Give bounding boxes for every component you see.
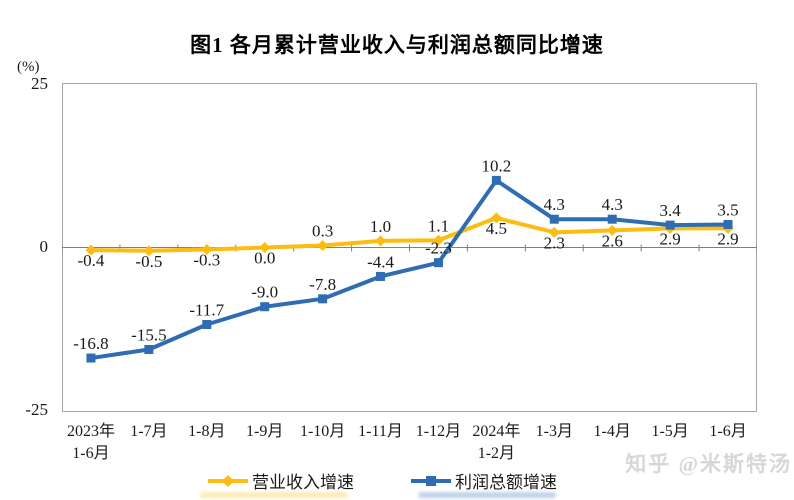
legend-item-revenue: 营业收入增速	[207, 468, 354, 493]
x-axis-category-label: 1-4月	[593, 423, 631, 440]
marker-square-icon	[202, 319, 212, 329]
x-axis-category-label: 1-11月	[358, 423, 403, 440]
data-label: -0.4	[77, 251, 104, 270]
legend-profit-label: 利润总额增速	[455, 473, 557, 492]
series-line-profit	[88, 178, 731, 361]
marker-diamond-icon	[201, 243, 213, 255]
x-axis-category-label: 1-12月	[415, 423, 462, 440]
y-axis-unit-label: (%)	[17, 59, 40, 75]
marker-diamond-icon	[606, 224, 618, 236]
data-label: -2.3	[425, 239, 452, 258]
data-label: 2.9	[717, 229, 738, 248]
watermark: 知乎 @米斯特汤	[625, 452, 792, 476]
legend-revenue-marker-icon	[208, 474, 248, 487]
x-axis-category-label: 1-7月	[130, 423, 168, 440]
marker-square-icon	[318, 294, 328, 304]
legend-profit-marker-icon	[411, 475, 451, 486]
plot-area: -0.4 -0.5 -0.3 0.0 0.3 1.0 1.1 4.5 2.3 2.6 2.9 2.9 -…	[62, 83, 757, 412]
x-axis-category-label: 1-6月	[709, 423, 747, 440]
x-axis-category-label: 1-9月	[246, 423, 284, 440]
data-label: -0.5	[135, 252, 162, 271]
marker-diamond-icon	[375, 235, 387, 247]
marker-diamond-icon	[548, 226, 560, 238]
data-label: -11.7	[189, 300, 224, 319]
data-label: 1.0	[370, 217, 391, 236]
data-label: 0.0	[254, 249, 275, 268]
data-label: -7.8	[309, 275, 336, 294]
marker-square-icon	[549, 214, 559, 224]
marker-diamond-icon	[259, 242, 271, 253]
y-axis-tick-label: -25	[25, 400, 48, 419]
marker-square-icon	[433, 258, 443, 268]
x-axis-labels: 2023年 1-6月 1-7月 1-8月 1-9月 1-10月 1-11月 1-12月 202…	[62, 421, 757, 463]
chart-title: 图1 各月累计营业收入与利润总额同比增速	[190, 33, 604, 57]
x-axis-category-label: 2024年 1-2月	[472, 423, 521, 462]
data-label: 4.3	[544, 195, 565, 214]
legend-ghost-profit	[418, 492, 556, 498]
data-label: -9.0	[251, 283, 278, 302]
data-label: 3.4	[660, 201, 682, 220]
data-label: 0.3	[312, 222, 333, 241]
data-label: -16.8	[73, 334, 108, 353]
marker-square-icon	[144, 344, 154, 354]
marker-square-icon	[376, 271, 386, 281]
marker-diamond-icon	[490, 212, 502, 224]
marker-diamond-icon	[317, 240, 329, 252]
marker-diamond-icon	[143, 245, 155, 257]
data-label: -15.5	[131, 325, 166, 344]
x-axis-category-label: 1-3月	[535, 423, 573, 440]
x-axis-category-label: 1-8月	[188, 423, 226, 440]
marker-square-icon	[260, 302, 270, 312]
series-line-revenue	[88, 215, 731, 253]
marker-square-icon	[665, 220, 675, 230]
marker-square-icon	[86, 353, 96, 363]
data-label: -0.3	[193, 250, 220, 269]
data-label: 4.5	[486, 219, 507, 238]
marker-diamond-icon	[85, 244, 97, 256]
y-axis-tick-label: 25	[31, 74, 48, 93]
marker-square-icon	[723, 219, 733, 229]
data-label: 2.3	[544, 233, 565, 252]
data-label: 4.3	[602, 195, 623, 214]
y-axis-tick-label: 0	[39, 237, 49, 256]
data-label: 1.1	[428, 216, 449, 235]
marker-square-icon	[491, 175, 501, 185]
marker-square-icon	[607, 214, 617, 224]
x-axis-category-label: 2023年 1-6月	[66, 423, 115, 462]
data-label: 2.9	[660, 229, 681, 248]
legend-item-profit: 利润总额增速	[410, 468, 557, 493]
x-axis-category-label: 1-5月	[651, 423, 689, 440]
data-label: -4.4	[367, 252, 394, 271]
legend-revenue-label: 营业收入增速	[252, 473, 354, 492]
marker-diamond-icon	[432, 234, 444, 246]
legend-ghost-revenue	[200, 492, 348, 498]
data-label: 3.5	[717, 200, 738, 219]
x-axis-category-label: 1-10月	[299, 423, 346, 440]
data-label: 10.2	[482, 156, 512, 175]
data-label: 2.6	[602, 231, 623, 250]
